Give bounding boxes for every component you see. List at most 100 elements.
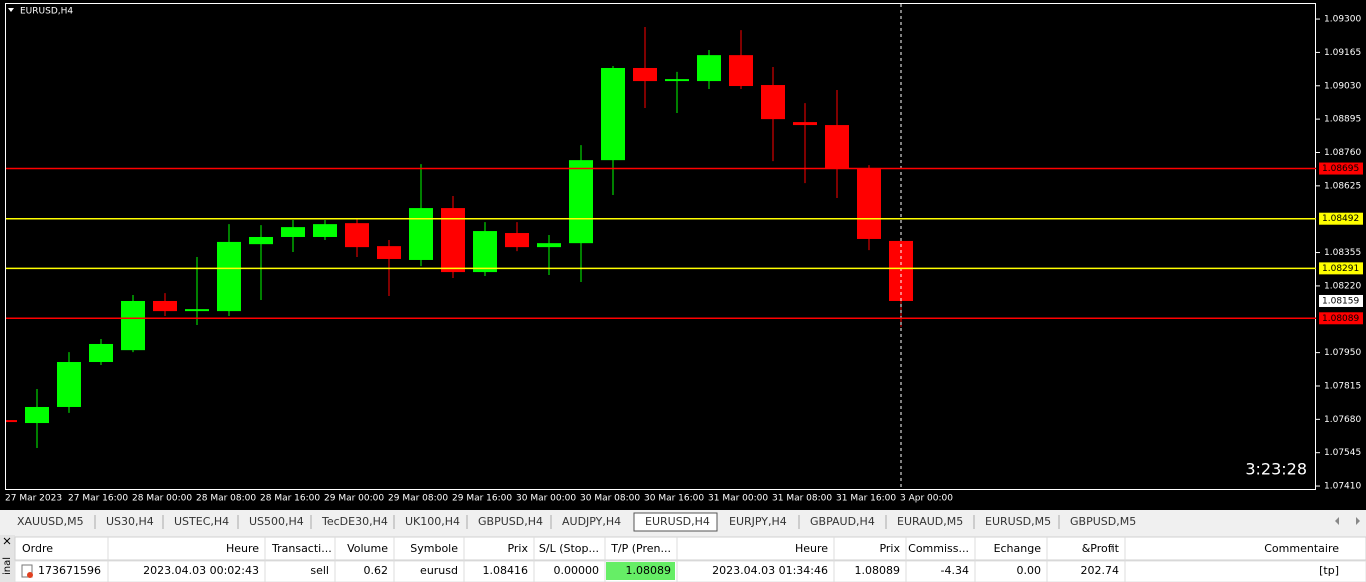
candle-body — [601, 67, 625, 161]
tab-label[interactable]: GBPUSD,M5 — [1070, 515, 1136, 528]
column-header[interactable]: T/P (Pren... — [610, 542, 671, 555]
level-label: 1.08695 — [1322, 164, 1359, 174]
cell: 173671596 — [38, 564, 101, 577]
candle-body — [441, 208, 465, 273]
x-tick-label: 31 Mar 08:00 — [772, 494, 832, 504]
column-header[interactable]: Heure — [795, 542, 828, 555]
candle-body — [761, 85, 785, 120]
candle-body — [697, 55, 721, 82]
cell: [tp] — [1319, 564, 1339, 577]
table-header — [14, 536, 1366, 561]
cell: 0.00000 — [554, 564, 600, 577]
level-tag — [1319, 262, 1363, 275]
y-tick-label: 1.08895 — [1324, 115, 1361, 125]
tab-label[interactable]: GBPUSD,H4 — [478, 515, 543, 528]
scroll-right[interactable] — [1356, 517, 1360, 525]
y-tick-label: 1.09165 — [1324, 48, 1361, 58]
candle-body — [185, 309, 209, 312]
scroll-left[interactable] — [1335, 517, 1339, 525]
candle-body — [505, 233, 529, 248]
close-icon[interactable] — [3, 537, 11, 545]
tab-label[interactable]: EURUSD,M5 — [985, 515, 1051, 528]
side-strip — [0, 535, 15, 582]
x-tick-label: 29 Mar 00:00 — [324, 494, 384, 504]
column-header[interactable]: Ordre — [22, 542, 53, 555]
candle-body — [665, 79, 689, 82]
column-header[interactable]: &Profit — [1082, 542, 1120, 555]
tab-label[interactable]: USTEC,H4 — [174, 515, 229, 528]
x-tick-label: 30 Mar 16:00 — [644, 494, 704, 504]
candle-body — [25, 406, 49, 424]
column-header[interactable]: Commiss... — [908, 542, 969, 555]
y-tick-label: 1.07950 — [1324, 348, 1361, 358]
active-tab[interactable] — [633, 512, 718, 532]
candle-body — [473, 231, 497, 273]
table-row[interactable] — [14, 560, 1366, 582]
x-tick-label: 30 Mar 00:00 — [516, 494, 576, 504]
side-label: inal — [2, 557, 13, 575]
cell: 2023.04.03 00:02:43 — [143, 564, 259, 577]
y-tick-label: 1.08220 — [1324, 281, 1361, 291]
column-header[interactable]: Symbole — [410, 542, 458, 555]
candle-body — [537, 243, 561, 248]
candle-body — [377, 246, 401, 259]
candle-body — [345, 223, 369, 248]
candle-body — [153, 300, 177, 312]
price-label: 1.08159 — [1322, 296, 1359, 306]
y-tick-label: 1.08355 — [1324, 248, 1361, 258]
column-header[interactable]: Volume — [347, 542, 388, 555]
cell: eurusd — [420, 564, 458, 577]
tab-label[interactable]: TecDE30,H4 — [321, 515, 388, 528]
candle-body — [729, 55, 753, 87]
x-tick-label: 30 Mar 08:00 — [580, 494, 640, 504]
tab-label[interactable]: UK100,H4 — [405, 515, 460, 528]
level-tag — [1319, 312, 1363, 325]
column-header[interactable]: S/L (Stop... — [539, 542, 599, 555]
column-header[interactable]: Transacti... — [271, 542, 332, 555]
level-label: 1.08492 — [1322, 214, 1359, 224]
y-tick-label: 1.07545 — [1324, 448, 1361, 458]
cell: 1.08089 — [855, 564, 901, 577]
tab-label[interactable]: US30,H4 — [106, 515, 154, 528]
candle-body — [281, 227, 305, 237]
tab-label[interactable]: AUDJPY,H4 — [562, 515, 621, 528]
sort-icon: / — [1110, 545, 1114, 555]
cell: 1.08416 — [483, 564, 529, 577]
y-tick-label: 1.07815 — [1324, 381, 1361, 391]
candle-body — [409, 208, 433, 260]
x-tick-label: 31 Mar 16:00 — [836, 494, 896, 504]
candle-body — [825, 125, 849, 169]
column-header[interactable]: Prix — [507, 542, 528, 555]
y-tick-label: 1.07680 — [1324, 415, 1361, 425]
orders-table: Ordre Heure Transacti... Volume Symbole Prix S… — [22, 537, 1339, 582]
tab-label[interactable]: EURAUD,M5 — [897, 515, 963, 528]
cell: sell — [310, 564, 329, 577]
column-header[interactable]: Echange — [994, 542, 1042, 555]
column-header[interactable]: Prix — [879, 542, 900, 555]
menu-arrow[interactable] — [8, 8, 14, 12]
x-tick-label: 3 Apr 00:00 — [900, 494, 953, 504]
x-tick-label: 28 Mar 16:00 — [260, 494, 320, 504]
candle-body — [313, 224, 337, 237]
candle-body — [569, 160, 593, 244]
tab-label[interactable]: EURUSD,H4 — [645, 515, 710, 528]
tab-label[interactable]: GBPAUD,H4 — [810, 515, 875, 528]
column-header[interactable]: Commentaire — [1264, 542, 1339, 555]
candle-body — [217, 241, 241, 312]
candle-body — [249, 236, 273, 245]
column-header[interactable]: Heure — [226, 542, 259, 555]
tabs: XAUUSD,M5 US30,H4 USTEC,H4 US500,H4 TecDE30,… — [17, 512, 1136, 532]
x-tick-label: 29 Mar 16:00 — [452, 494, 512, 504]
price-tag — [1319, 294, 1363, 307]
candle-body — [633, 67, 657, 82]
x-tick-label: 27 Mar 16:00 — [68, 494, 128, 504]
tab-label[interactable]: EURJPY,H4 — [729, 515, 787, 528]
tab-label[interactable]: US500,H4 — [249, 515, 304, 528]
cell: -4.34 — [941, 564, 969, 577]
chart: 1.09300 1.09165 1.09030 1.08895 1.08760 1.086… — [5, 4, 1363, 504]
cell: 1.08089 — [626, 564, 672, 577]
x-tick-label: 28 Mar 08:00 — [196, 494, 256, 504]
tab-label[interactable]: XAUUSD,M5 — [17, 515, 84, 528]
cell: 202.74 — [1081, 564, 1120, 577]
